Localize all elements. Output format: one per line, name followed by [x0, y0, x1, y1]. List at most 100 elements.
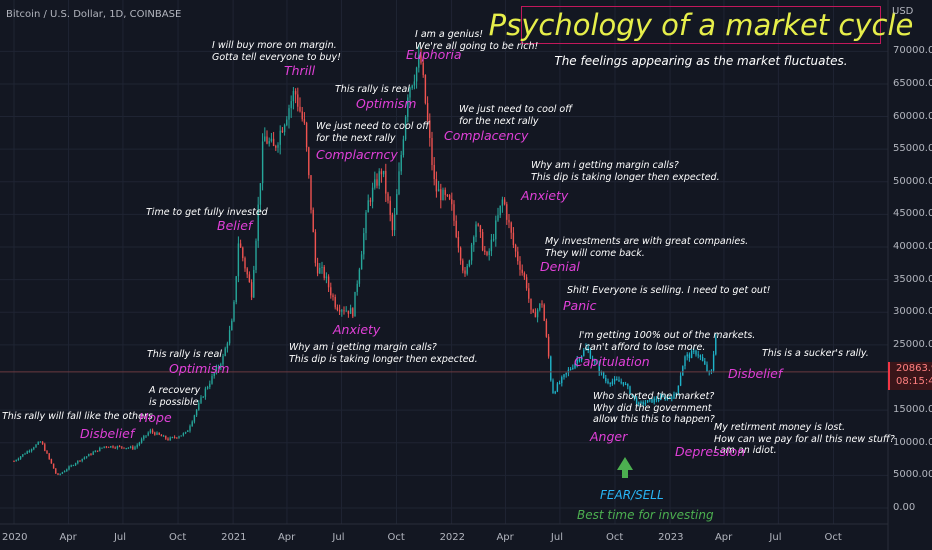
candle-body — [701, 356, 704, 361]
candle-body — [473, 237, 475, 245]
candle-body — [92, 452, 94, 455]
candle-body — [530, 298, 532, 310]
time-tick-label: Jul — [113, 532, 127, 543]
time-tick-label: 2020 — [2, 532, 28, 543]
candle-body — [277, 144, 279, 148]
candle-body — [624, 383, 627, 385]
candle-body — [13, 461, 15, 463]
candle-body — [488, 251, 490, 255]
candle-body — [477, 224, 479, 226]
candle-body — [255, 240, 257, 270]
candle-body — [451, 199, 453, 205]
candle-body — [215, 366, 218, 374]
candle-body — [41, 441, 44, 445]
candle-body — [81, 458, 83, 461]
candle-body — [620, 381, 622, 383]
candle-body — [48, 453, 50, 459]
candle-body — [349, 308, 352, 314]
candle-body — [550, 356, 552, 381]
candle-body — [233, 302, 235, 321]
candle-body — [580, 355, 583, 361]
candle-body — [132, 446, 134, 449]
candle-body — [283, 125, 286, 133]
candle-body — [242, 247, 244, 259]
best-time-label: Best time for investing — [577, 508, 714, 522]
candle-body — [213, 373, 215, 377]
emotion-label: Depression — [675, 444, 746, 459]
candle-body — [290, 101, 292, 109]
candle-body — [294, 91, 297, 95]
candle-body — [209, 383, 211, 387]
candle-body — [55, 468, 57, 474]
candle-body — [189, 426, 191, 431]
currency-label: USD — [892, 6, 914, 17]
candle-body — [63, 471, 66, 473]
price-tick-label: 30000.00 — [893, 306, 932, 318]
candle-body — [30, 449, 33, 452]
candle-body — [629, 386, 631, 395]
candle-body — [602, 371, 605, 378]
annotation-note: We just need to cool off for the next ra… — [459, 104, 573, 127]
candle-body — [521, 269, 523, 273]
time-tick-label: Oct — [387, 532, 405, 543]
candle-body — [79, 460, 81, 462]
candle-body — [72, 465, 75, 467]
candle-body — [655, 398, 658, 401]
candle-body — [253, 269, 255, 298]
candle-body — [600, 371, 603, 373]
candle-body — [442, 189, 444, 201]
candle-body — [99, 448, 101, 452]
candle-body — [585, 347, 587, 351]
candle-body — [228, 330, 231, 344]
candle-body — [110, 446, 112, 448]
candle-body — [389, 200, 391, 215]
candle-body — [275, 145, 277, 148]
candle-body — [657, 399, 660, 401]
candle-body — [129, 446, 132, 448]
fear-sell-label: FEAR/SELL — [600, 488, 664, 502]
candle-body — [464, 270, 466, 274]
candle-body — [677, 385, 680, 393]
candle-body — [664, 396, 666, 400]
candle-body — [385, 170, 387, 194]
candle-body — [532, 309, 534, 313]
annotation-note: I am a genius! We're all going to be ric… — [415, 29, 539, 52]
candle-body — [332, 295, 334, 297]
candles — [13, 43, 717, 476]
candle-body — [101, 447, 103, 449]
candle-body — [343, 310, 345, 312]
candle-body — [88, 454, 90, 457]
candle-body — [644, 402, 647, 405]
candle-body — [107, 446, 110, 448]
candle-body — [506, 204, 508, 220]
bar-countdown: 08:15:41 — [896, 376, 932, 387]
candle-body — [552, 380, 554, 394]
candle-body — [105, 446, 108, 448]
time-tick-label: Apr — [59, 532, 77, 543]
candle-body — [510, 222, 512, 233]
candle-body — [618, 379, 620, 382]
candle-body — [486, 251, 488, 255]
candle-body — [57, 473, 59, 475]
candle-body — [400, 155, 402, 172]
candle-body — [578, 359, 581, 361]
annotation-note: A recovery is possible — [149, 385, 201, 408]
candle-body — [448, 195, 451, 200]
candle-body — [589, 350, 592, 359]
candle-body — [28, 451, 31, 453]
annotation-note: Time to get fully invested — [146, 207, 268, 218]
candle-body — [127, 447, 130, 449]
candle-body — [393, 214, 396, 231]
candle-body — [508, 219, 510, 223]
candle-body — [380, 171, 383, 175]
candle-body — [358, 269, 361, 284]
price-tick-label: 15000.00 — [893, 404, 932, 416]
candle-body — [118, 446, 121, 448]
candle-body — [35, 444, 37, 448]
candle-body — [158, 432, 160, 435]
candle-body — [556, 383, 559, 392]
candle-body — [499, 205, 501, 216]
candle-body — [162, 435, 165, 437]
